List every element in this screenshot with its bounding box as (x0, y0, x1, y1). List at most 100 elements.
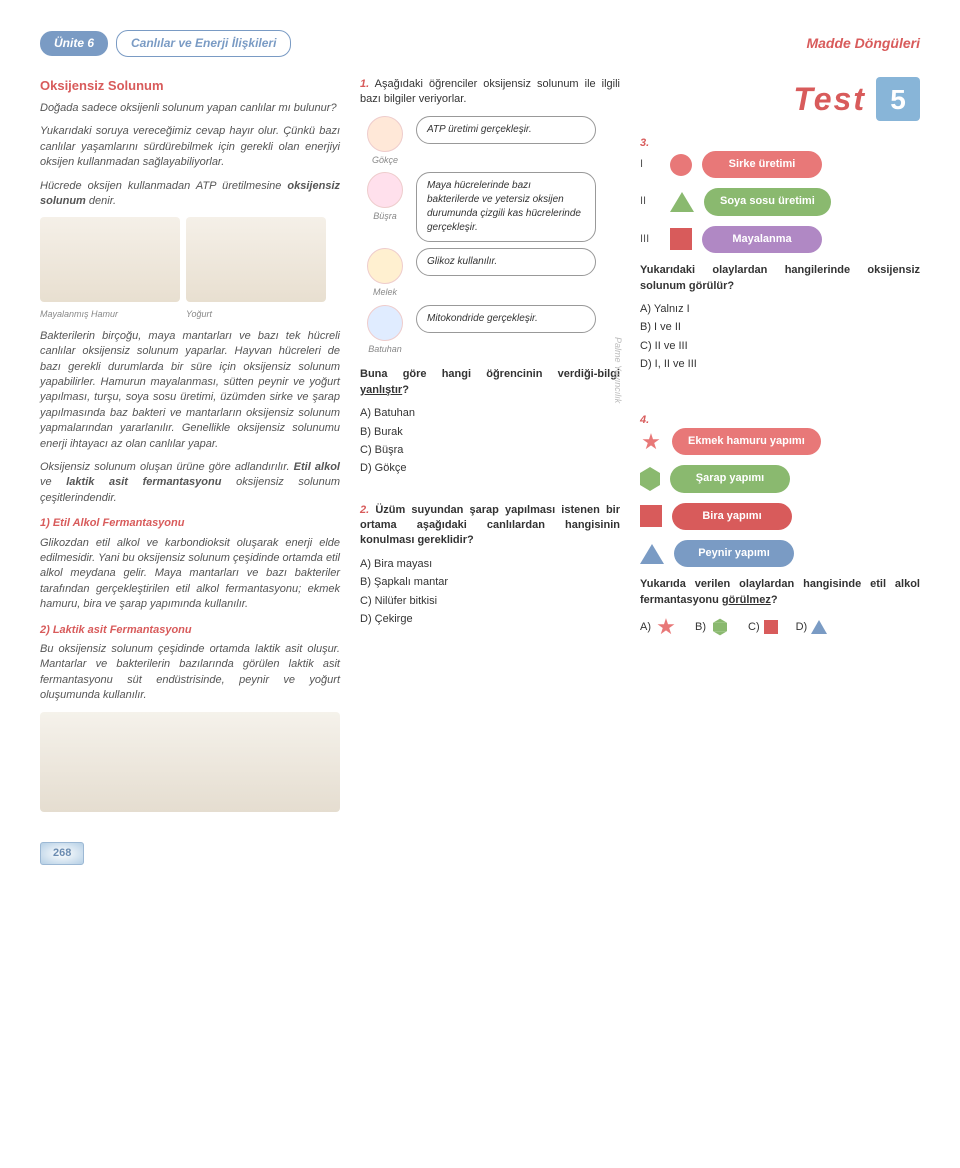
q4-opt-d[interactable]: D) (796, 620, 828, 635)
q3-item-1: I Sirke üretimi (640, 151, 920, 178)
square-icon (670, 228, 692, 250)
avatar-batuhan-icon (367, 305, 403, 341)
name-batuhan: Batuhan (368, 343, 402, 356)
q4-item-4: Peynir yapımı (640, 540, 920, 567)
q4-pill-2: Şarap yapımı (670, 465, 790, 492)
avatar-gokce-icon (367, 116, 403, 152)
q3-pill-1: Sirke üretimi (702, 151, 822, 178)
q4-pill-4: Peynir yapımı (674, 540, 794, 567)
image-labels: Mayalanmış Hamur Yoğurt (40, 308, 340, 321)
page-number: 268 (40, 842, 84, 865)
header-bar: Ünite 6 Canlılar ve Enerji İlişkileri Ma… (40, 30, 920, 57)
bubble-gokce: ATP üretimi gerçekleşir. (416, 116, 596, 144)
hexagon-icon (713, 623, 727, 631)
page-footer: 268 (40, 842, 920, 865)
header-left: Ünite 6 Canlılar ve Enerji İlişkileri (40, 30, 291, 57)
student-melek: Melek Glikoz kullanılır. (360, 248, 620, 299)
image-hamur (40, 217, 180, 302)
student-gokce: Gökçe ATP üretimi gerçekleşir. (360, 116, 620, 167)
article-title: Oksijensiz Solunum (40, 77, 340, 95)
bubble-melek: Glikoz kullanılır. (416, 248, 596, 276)
question-2: 2. Üzüm suyundan şarap yapılması istenen… (360, 503, 620, 628)
q4-item-2: Şarap yapımı (640, 465, 920, 492)
q2-opt-a[interactable]: A) Bira mayası (360, 557, 620, 572)
q3-pill-2: Soya sosu üretimi (704, 188, 831, 215)
circle-icon (670, 154, 692, 176)
hexagon-icon (640, 473, 660, 485)
question-3: 3. I Sirke üretimi II Soya sosu üretimi … (640, 136, 920, 373)
article-p3: Hücrede oksijen kullanmadan ATP üretilme… (40, 179, 340, 210)
q3-opt-d[interactable]: D) I, II ve III (640, 357, 920, 372)
image-label-2: Yoğurt (186, 308, 326, 321)
name-gokce: Gökçe (372, 154, 398, 167)
q2-opt-b[interactable]: B) Şapkalı mantar (360, 575, 620, 590)
square-icon (640, 505, 662, 527)
questions-right: Test 5 3. I Sirke üretimi II Soya sosu ü… (640, 77, 920, 812)
q3-pill-3: Mayalanma (702, 226, 822, 253)
article-column: Oksijensiz Solunum Doğada sadece oksijen… (40, 77, 340, 812)
q1-prompt: 1. Aşağıdaki öğrenciler oksijensiz solun… (360, 77, 620, 108)
square-icon (764, 620, 778, 634)
student-busra: Büşra Maya hücrelerinde bazı bakterilerd… (360, 172, 620, 242)
q4-opt-b[interactable]: B) (695, 620, 730, 635)
article-p4: Bakterilerin birçoğu, maya mantarları ve… (40, 329, 340, 452)
name-melek: Melek (373, 286, 397, 299)
q1-opt-c[interactable]: C) Büşra (360, 443, 620, 458)
q4-item-1: ★ Ekmek hamuru yapımı (640, 428, 920, 455)
q1-options: A) Batuhan B) Burak C) Büşra D) Gökçe (360, 406, 620, 477)
sub1-title: 1) Etil Alkol Fermantasyonu (40, 516, 340, 531)
q3-options: A) Yalnız I B) I ve II C) II ve III D) I… (640, 302, 920, 373)
test-number: 5 (876, 77, 920, 121)
q2-options: A) Bira mayası B) Şapkalı mantar C) Nilü… (360, 557, 620, 628)
q3-item-2: II Soya sosu üretimi (640, 188, 920, 215)
image-label-1: Mayalanmış Hamur (40, 308, 180, 321)
student-batuhan: Batuhan Mitokondride gerçekleşir. (360, 305, 620, 356)
q4-pill-1: Ekmek hamuru yapımı (672, 428, 821, 455)
sub2-title: 2) Laktik asit Fermantasyonu (40, 623, 340, 638)
test-word: Test (793, 77, 866, 122)
star-icon: ★ (640, 431, 662, 453)
image-cheese (40, 712, 340, 812)
sub1-p: Glikozdan etil alkol ve karbondioksit ol… (40, 536, 340, 613)
q1-opt-b[interactable]: B) Burak (360, 425, 620, 440)
q3-num: 3. (640, 137, 649, 149)
q2-opt-c[interactable]: C) Nilüfer bitkisi (360, 594, 620, 609)
publisher-watermark: Palme Yayıncılık (611, 337, 624, 403)
q3-opt-c[interactable]: C) II ve III (640, 339, 920, 354)
image-yogurt (186, 217, 326, 302)
star-icon: ★ (655, 616, 677, 638)
test-header: Test 5 (640, 77, 920, 122)
avatar-busra-icon (367, 172, 403, 208)
sub2-p: Bu oksijensiz solunum çeşidinde ortamda … (40, 642, 340, 704)
q4-opt-a[interactable]: A)★ (640, 616, 677, 638)
bubble-batuhan: Mitokondride gerçekleşir. (416, 305, 596, 333)
q1-opt-a[interactable]: A) Batuhan (360, 406, 620, 421)
triangle-icon (811, 620, 827, 634)
q1-ask: Buna göre hangi öğrencinin verdiği-bilgi… (360, 367, 620, 398)
article-p2: Yukarıdaki soruya vereceğimiz cevap hayı… (40, 124, 340, 170)
triangle-icon (640, 544, 664, 564)
q4-options: A)★ B) C) D) (640, 616, 920, 638)
triangle-icon (670, 192, 694, 212)
q2-prompt: 2. Üzüm suyundan şarap yapılması istenen… (360, 503, 620, 549)
q4-ask: Yukarıda verilen olaylardan hangisinde e… (640, 577, 920, 608)
image-pair (40, 217, 340, 302)
q4-opt-c[interactable]: C) (748, 620, 778, 635)
name-busra: Büşra (373, 210, 397, 223)
q3-ask: Yukarıdaki olaylardan hangilerinde oksij… (640, 263, 920, 294)
question-1: 1. Aşağıdaki öğrenciler oksijensiz solun… (360, 77, 620, 477)
question-4: 4. ★ Ekmek hamuru yapımı Şarap yapımı Bi… (640, 413, 920, 639)
questions-middle: 1. Aşağıdaki öğrenciler oksijensiz solun… (360, 77, 620, 812)
q4-item-3: Bira yapımı (640, 503, 920, 530)
topic-pill: Canlılar ve Enerji İlişkileri (116, 30, 291, 57)
article-p5: Oksijensiz solunum oluşan ürüne göre adl… (40, 460, 340, 506)
q2-opt-d[interactable]: D) Çekirge (360, 612, 620, 627)
q3-opt-b[interactable]: B) I ve II (640, 320, 920, 335)
q4-num: 4. (640, 414, 649, 426)
unit-pill: Ünite 6 (40, 31, 108, 56)
avatar-melek-icon (367, 248, 403, 284)
q3-item-3: III Mayalanma (640, 226, 920, 253)
q1-opt-d[interactable]: D) Gökçe (360, 461, 620, 476)
q3-opt-a[interactable]: A) Yalnız I (640, 302, 920, 317)
article-p1: Doğada sadece oksijenli solunum yapan ca… (40, 101, 340, 116)
